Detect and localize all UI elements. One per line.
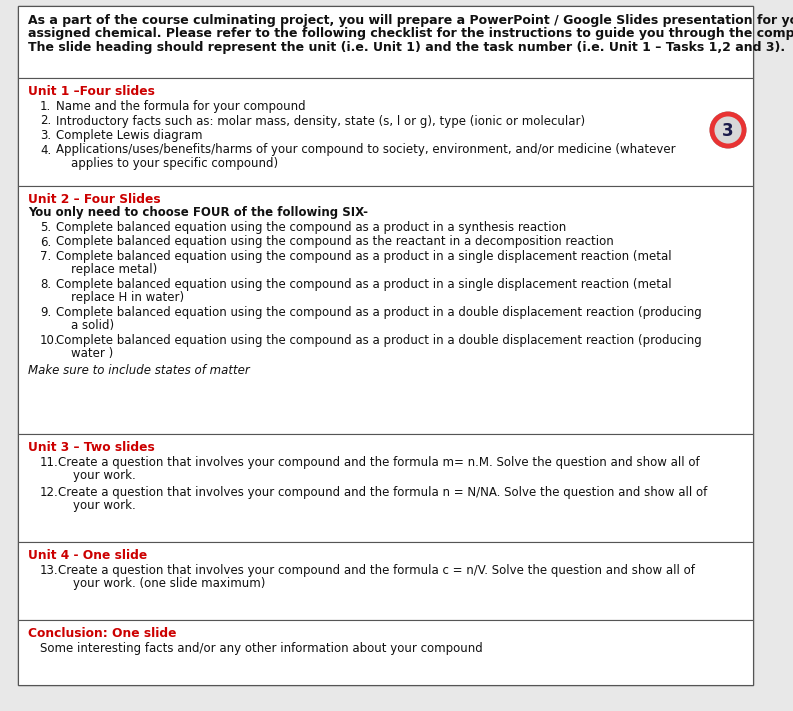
- Text: 4.: 4.: [40, 144, 52, 156]
- Text: Applications/uses/benefits/harms of your compound to society, environment, and/o: Applications/uses/benefits/harms of your…: [56, 144, 676, 156]
- Text: Complete balanced equation using the compound as a product in a double displacem: Complete balanced equation using the com…: [56, 306, 702, 319]
- Text: Make sure to include states of matter: Make sure to include states of matter: [28, 364, 250, 377]
- Text: your work.: your work.: [58, 500, 136, 513]
- Text: 3.: 3.: [40, 129, 51, 142]
- Text: 9.: 9.: [40, 306, 52, 319]
- FancyBboxPatch shape: [18, 78, 753, 186]
- Text: replace metal): replace metal): [56, 264, 157, 277]
- Text: a solid): a solid): [56, 319, 114, 333]
- Text: replace H in water): replace H in water): [56, 292, 184, 304]
- FancyBboxPatch shape: [18, 6, 753, 78]
- FancyBboxPatch shape: [18, 620, 753, 685]
- Text: Complete balanced equation using the compound as a product in a double displacem: Complete balanced equation using the com…: [56, 334, 702, 347]
- Text: 5.: 5.: [40, 221, 51, 234]
- Text: assigned chemical. Please refer to the following checklist for the instructions : assigned chemical. Please refer to the f…: [28, 28, 793, 41]
- Text: Name and the formula for your compound: Name and the formula for your compound: [56, 100, 305, 113]
- Text: Complete balanced equation using the compound as the reactant in a decomposition: Complete balanced equation using the com…: [56, 235, 614, 249]
- Text: Create a question that involves your compound and the formula n = N/NA. Solve th: Create a question that involves your com…: [58, 486, 707, 499]
- Text: Complete balanced equation using the compound as a product in a single displacem: Complete balanced equation using the com…: [56, 250, 672, 263]
- Text: Some interesting facts and/or any other information about your compound: Some interesting facts and/or any other …: [40, 642, 483, 655]
- Text: your work. (one slide maximum): your work. (one slide maximum): [58, 577, 266, 591]
- Text: 2.: 2.: [40, 114, 52, 127]
- Text: Create a question that involves your compound and the formula c = n/V. Solve the: Create a question that involves your com…: [58, 564, 695, 577]
- Text: 7.: 7.: [40, 250, 52, 263]
- Text: Unit 1 –Four slides: Unit 1 –Four slides: [28, 85, 155, 98]
- Text: Complete balanced equation using the compound as a product in a single displacem: Complete balanced equation using the com…: [56, 278, 672, 291]
- FancyBboxPatch shape: [18, 186, 753, 434]
- Text: 12.: 12.: [40, 486, 59, 499]
- FancyBboxPatch shape: [18, 6, 753, 685]
- Text: Unit 3 – Two slides: Unit 3 – Two slides: [28, 441, 155, 454]
- FancyBboxPatch shape: [18, 542, 753, 620]
- Text: 11.: 11.: [40, 456, 59, 469]
- Text: 8.: 8.: [40, 278, 51, 291]
- Text: 3: 3: [722, 122, 734, 140]
- Text: The slide heading should represent the unit (i.e. Unit 1) and the task number (i: The slide heading should represent the u…: [28, 41, 785, 54]
- Text: 1.: 1.: [40, 100, 52, 113]
- Text: 13.: 13.: [40, 564, 59, 577]
- Text: Complete Lewis diagram: Complete Lewis diagram: [56, 129, 202, 142]
- Text: Unit 4 - One slide: Unit 4 - One slide: [28, 549, 147, 562]
- Text: Create a question that involves your compound and the formula m= n.M. Solve the : Create a question that involves your com…: [58, 456, 699, 469]
- Text: your work.: your work.: [58, 469, 136, 483]
- Text: Introductory facts such as: molar mass, density, state (s, l or g), type (ionic : Introductory facts such as: molar mass, …: [56, 114, 585, 127]
- Text: Unit 2 – Four Slides: Unit 2 – Four Slides: [28, 193, 161, 206]
- FancyBboxPatch shape: [18, 434, 753, 542]
- Text: As a part of the course culminating project, you will prepare a PowerPoint / Goo: As a part of the course culminating proj…: [28, 14, 793, 27]
- Text: 10.: 10.: [40, 334, 59, 347]
- Text: Complete balanced equation using the compound as a product in a synthesis reacti: Complete balanced equation using the com…: [56, 221, 566, 234]
- Text: water ): water ): [56, 348, 113, 360]
- Text: applies to your specific compound): applies to your specific compound): [56, 157, 278, 170]
- Text: Conclusion: One slide: Conclusion: One slide: [28, 627, 177, 640]
- Text: 6.: 6.: [40, 235, 52, 249]
- Circle shape: [710, 112, 746, 148]
- Text: You only need to choose FOUR of the following SIX-: You only need to choose FOUR of the foll…: [28, 206, 368, 219]
